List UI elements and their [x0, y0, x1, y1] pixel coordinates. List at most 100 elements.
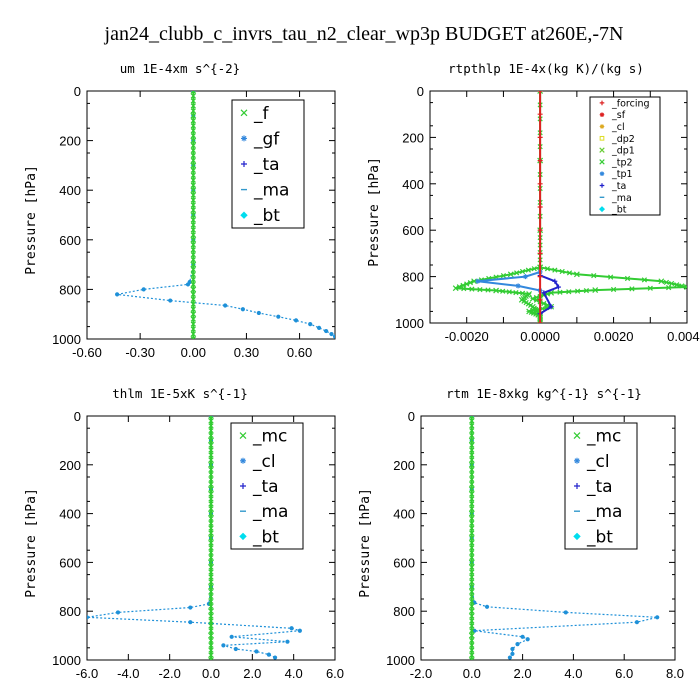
data-point — [469, 603, 475, 609]
data-point — [507, 271, 514, 278]
data-point — [208, 447, 214, 453]
panel-title: rtm 1E-8xkg kg^{-1} s^{-1} — [446, 386, 642, 401]
data-point — [464, 281, 470, 287]
data-point — [583, 287, 590, 294]
legend-marker — [241, 135, 247, 142]
x-tick-label: 6.0 — [615, 666, 633, 681]
data-point — [484, 604, 490, 609]
plot-frame — [420, 415, 676, 661]
data-point — [461, 286, 467, 292]
data-point — [469, 476, 475, 483]
data-point — [513, 289, 519, 296]
data-point — [190, 257, 196, 263]
data-point — [190, 316, 196, 322]
y-tick-label: 1000 — [52, 653, 81, 668]
data-point — [208, 613, 214, 619]
data-point — [493, 287, 500, 294]
data-point — [469, 574, 475, 580]
data-point — [469, 623, 475, 629]
data-point — [208, 632, 214, 639]
data-point — [658, 278, 665, 285]
data-point — [208, 589, 214, 595]
data-point — [188, 620, 193, 625]
data-point — [552, 278, 558, 284]
data-point — [272, 655, 278, 660]
data-point — [208, 637, 214, 644]
data-point — [240, 307, 245, 312]
data-point — [500, 273, 507, 279]
data-point — [469, 491, 475, 497]
data-point — [510, 651, 515, 657]
legend-marker — [239, 432, 247, 440]
data-point — [190, 261, 197, 268]
legend-marker — [240, 457, 246, 464]
data-point — [469, 530, 475, 536]
series-group — [452, 91, 687, 323]
data-point — [452, 285, 459, 292]
data-point — [208, 598, 214, 605]
data-point — [190, 93, 196, 99]
data-point — [469, 598, 475, 605]
legend-marker — [241, 161, 247, 167]
data-point — [190, 242, 196, 248]
data-point — [208, 550, 214, 556]
data-point — [87, 615, 90, 620]
data-point — [208, 418, 214, 424]
data-point — [190, 232, 196, 238]
x-tick-label: 0.0 — [463, 666, 481, 681]
data-point — [469, 452, 475, 458]
x-tick-label: 0.0 — [202, 666, 220, 681]
series-line — [539, 274, 560, 315]
data-point — [208, 437, 214, 444]
data-point — [208, 647, 214, 653]
data-point — [190, 207, 196, 213]
legend-label: _bt — [611, 205, 627, 216]
x-tick-label: -2.0 — [158, 666, 180, 681]
legend-marker — [599, 147, 605, 153]
data-point — [190, 197, 196, 203]
x-tick-label: 0.0020 — [594, 329, 634, 344]
data-point — [468, 583, 475, 590]
data-point — [456, 284, 462, 290]
data-point — [208, 416, 214, 419]
data-point — [515, 642, 520, 647]
data-point — [469, 418, 475, 424]
x-tick-label: 0.00 — [181, 345, 206, 360]
data-point — [334, 337, 335, 339]
data-point — [537, 158, 543, 164]
data-point — [208, 428, 214, 434]
data-point — [537, 91, 543, 94]
data-point — [557, 289, 563, 295]
data-point — [190, 142, 196, 149]
data-point — [208, 467, 214, 473]
y-tick-label: 800 — [59, 282, 81, 297]
y-tick-label: 200 — [402, 130, 424, 145]
data-point — [254, 649, 259, 654]
data-point — [208, 554, 214, 561]
y-tick-label: 0 — [74, 409, 81, 424]
data-point — [190, 133, 196, 139]
x-tick-label: 8.0 — [666, 666, 684, 681]
legend-label: _bt — [252, 527, 279, 547]
data-point — [289, 626, 294, 631]
y-axis-label: Pressure [hPa] — [367, 157, 382, 267]
data-point — [190, 177, 196, 183]
data-point — [469, 642, 475, 648]
data-point — [208, 486, 214, 493]
data-point — [208, 520, 214, 526]
data-point — [469, 545, 475, 551]
data-point — [468, 437, 475, 444]
y-tick-label: 400 — [59, 183, 81, 198]
data-point — [469, 428, 475, 434]
data-point — [208, 623, 214, 629]
y-tick-label: 200 — [393, 458, 415, 473]
data-point — [469, 506, 475, 512]
data-point — [537, 134, 543, 140]
data-point — [591, 273, 597, 279]
data-point — [208, 657, 214, 660]
data-point — [525, 267, 532, 273]
data-point — [308, 322, 313, 327]
data-point — [641, 277, 648, 283]
